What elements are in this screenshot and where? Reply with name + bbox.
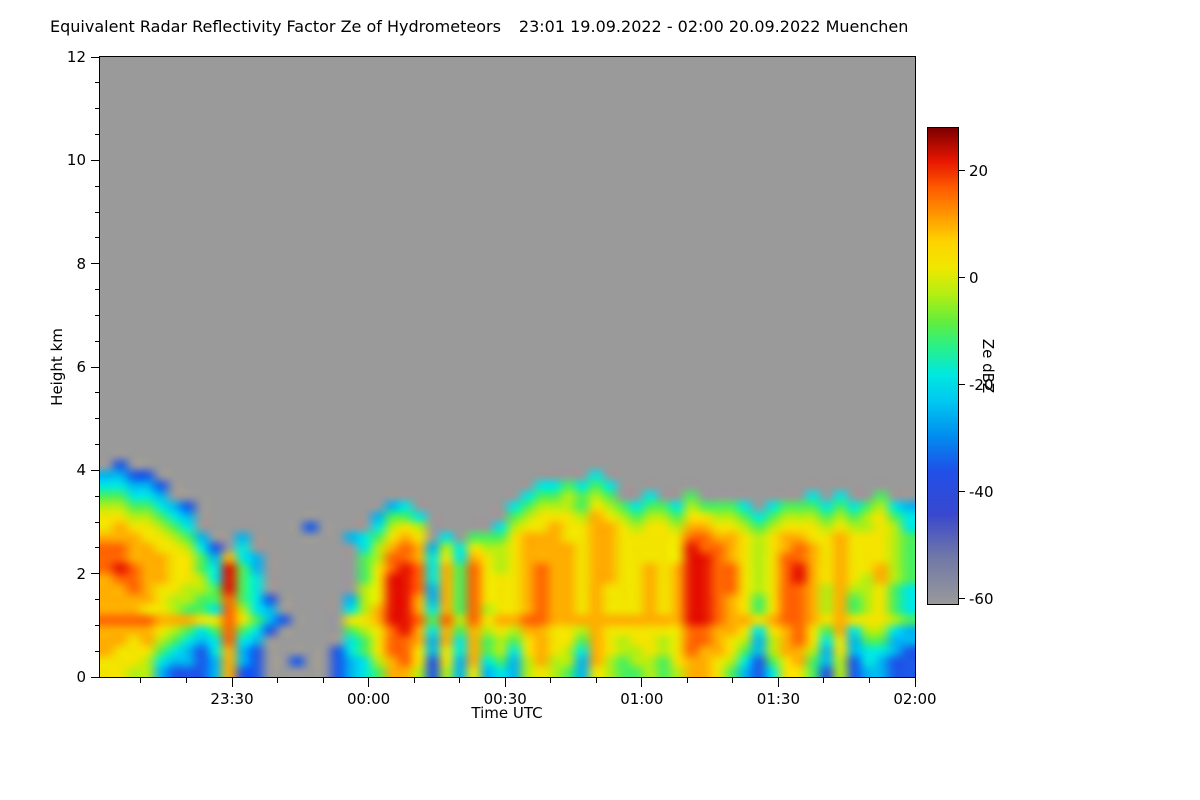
x-tick xyxy=(550,678,552,683)
y-tick xyxy=(95,444,100,445)
colorbar-tick xyxy=(959,170,965,172)
y-tick-label: 10 xyxy=(66,151,86,170)
y-tick xyxy=(95,650,100,652)
y-tick xyxy=(91,676,100,678)
y-tick xyxy=(91,469,100,471)
y-tick xyxy=(95,314,100,316)
x-tick xyxy=(823,678,825,683)
reflectivity-heatmap xyxy=(99,56,916,678)
y-tick xyxy=(95,185,100,187)
x-tick-label: 00:00 xyxy=(347,690,391,708)
x-tick-label: 01:30 xyxy=(756,690,801,708)
y-tick xyxy=(95,237,100,239)
x-tick xyxy=(868,678,870,683)
y-tick-label: 12 xyxy=(66,48,86,66)
y-tick xyxy=(95,624,100,626)
y-tick xyxy=(91,573,100,575)
x-tick xyxy=(277,678,279,683)
y-tick xyxy=(91,366,100,368)
colorbar-tick xyxy=(959,277,965,279)
x-tick xyxy=(231,678,233,687)
colorbar-tick xyxy=(959,598,965,600)
colorbar-tick-label: 20 xyxy=(969,161,989,180)
x-tick xyxy=(504,678,506,687)
colorbar-tick-label: -60 xyxy=(969,589,994,608)
colorbar-tick-label: -40 xyxy=(969,482,994,501)
y-tick xyxy=(95,134,100,135)
x-tick xyxy=(914,678,916,687)
x-tick xyxy=(413,678,415,683)
x-tick-label: 00:30 xyxy=(483,690,527,708)
x-axis-label: Time UTC xyxy=(471,704,543,722)
colorbar-tick-label: -20 xyxy=(969,375,994,394)
x-tick xyxy=(777,678,779,687)
x-tick xyxy=(732,678,734,683)
x-tick-label: 01:00 xyxy=(620,690,664,708)
colorbar-tick xyxy=(959,384,965,386)
y-tick-label: 0 xyxy=(76,668,86,686)
x-tick-label: 23:30 xyxy=(210,690,254,708)
y-tick xyxy=(95,211,100,213)
x-tick xyxy=(368,678,370,687)
y-tick xyxy=(95,599,100,600)
title-daterange: 23:01 19.09.2022 - 02:00 20.09.2022 Muen… xyxy=(518,17,909,36)
y-tick xyxy=(95,82,100,84)
x-tick xyxy=(641,678,643,687)
y-tick xyxy=(95,289,100,290)
x-tick xyxy=(140,678,142,683)
y-tick-label: 4 xyxy=(76,461,86,480)
x-tick-label: 02:00 xyxy=(893,690,937,708)
x-tick xyxy=(459,678,461,683)
y-tick-label: 8 xyxy=(76,254,86,273)
colorbar-tick xyxy=(959,491,965,493)
x-tick xyxy=(186,678,187,683)
y-tick xyxy=(91,56,100,58)
y-tick-label: 6 xyxy=(76,358,86,376)
y-tick xyxy=(91,263,100,265)
colorbar xyxy=(927,127,959,605)
y-tick xyxy=(95,418,100,420)
x-tick xyxy=(595,678,597,683)
y-tick xyxy=(95,495,100,497)
x-tick xyxy=(686,678,688,683)
y-tick xyxy=(95,547,100,549)
y-tick xyxy=(95,521,100,523)
colorbar-tick-label: 0 xyxy=(969,268,979,287)
y-tick xyxy=(95,340,100,342)
y-tick-label: 2 xyxy=(76,564,86,583)
y-tick xyxy=(95,108,100,110)
title-main: Equivalent Radar Reflectivity Factor Ze … xyxy=(50,17,501,36)
figure-title: Equivalent Radar Reflectivity Factor Ze … xyxy=(50,17,908,36)
x-tick xyxy=(322,678,324,683)
y-tick xyxy=(95,392,100,394)
y-tick xyxy=(91,159,100,161)
